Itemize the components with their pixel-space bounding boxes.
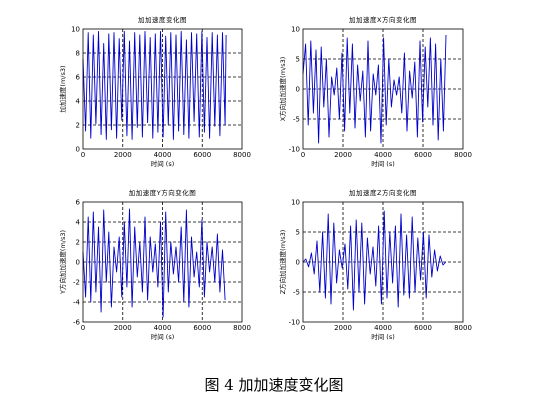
- y-tick-label: -10: [289, 319, 300, 327]
- y-axis-label: X方向加加速度(m/s3): [278, 57, 287, 122]
- figure-caption: 图 4 加加速度变化图: [204, 376, 344, 394]
- x-tick-label: 8000: [233, 151, 251, 159]
- y-tick-label: 2: [76, 122, 80, 130]
- x-tick-label: 2000: [114, 151, 132, 159]
- y-tick-label: 0: [76, 259, 80, 267]
- x-tick-label: 4000: [374, 324, 392, 332]
- x-tick-label: 6000: [193, 151, 211, 159]
- x-axis-label: 时间 (s): [151, 159, 175, 168]
- x-tick-label: 6000: [193, 324, 211, 332]
- x-axis-label: 时间 (s): [371, 332, 395, 341]
- y-tick-label: 4: [76, 219, 81, 227]
- y-tick-label: 4: [76, 98, 81, 106]
- x-tick-label: 0: [301, 324, 305, 332]
- x-tick-label: 8000: [454, 324, 472, 332]
- plot-frame: [82, 201, 243, 323]
- data-line: [302, 210, 447, 311]
- x-tick-label: 2000: [114, 324, 132, 332]
- x-tick-label: 4000: [154, 324, 172, 332]
- y-tick-label: 6: [76, 74, 81, 82]
- y-tick-label: -4: [73, 299, 81, 307]
- x-tick-label: 4000: [374, 151, 392, 159]
- x-tick-label: 0: [81, 324, 85, 332]
- y-tick-label: 10: [291, 26, 300, 34]
- y-tick-label: -10: [289, 146, 300, 154]
- y-axis-label: 加加速度(m/s3): [58, 65, 67, 112]
- chart-title: 加加速度X方向变化图: [349, 15, 417, 24]
- x-tick-label: 2000: [334, 324, 352, 332]
- x-tick-label: 6000: [414, 324, 432, 332]
- y-tick-label: 2: [76, 239, 80, 247]
- x-tick-label: 0: [301, 151, 305, 159]
- y-tick-label: 6: [76, 199, 81, 207]
- y-tick-label: 8: [76, 50, 80, 58]
- data-line: [302, 34, 447, 144]
- x-tick-label: 4000: [154, 151, 172, 159]
- y-tick-label: 10: [291, 199, 300, 207]
- x-tick-label: 8000: [454, 151, 472, 159]
- y-tick-label: 0: [76, 146, 80, 154]
- x-tick-label: 0: [81, 151, 85, 159]
- chart-3: 0 2000 4000 6000 8000 -6 -4 -2 0 2 4 6 加加速度Y方向变化图时间 …: [58, 188, 251, 341]
- y-tick-label: -2: [73, 279, 80, 287]
- chart-title: 加加速度Z方向变化图: [349, 188, 417, 197]
- y-tick-label: 5: [296, 56, 300, 64]
- y-tick-label: -5: [293, 289, 300, 297]
- x-tick-label: 8000: [233, 324, 251, 332]
- chart-title: 加加速度变化图: [138, 15, 187, 24]
- y-tick-label: 5: [296, 229, 300, 237]
- data-line: [82, 208, 226, 318]
- x-tick-label: 2000: [334, 151, 352, 159]
- y-axis-label: Y方向加加速度(m/s3): [58, 230, 67, 295]
- y-axis-label: Z方向加加速度(m/s3): [278, 230, 287, 295]
- y-tick-label: -6: [73, 319, 81, 327]
- plot-frame: [302, 201, 464, 323]
- y-tick-label: -5: [293, 116, 300, 124]
- y-tick-label: 0: [296, 86, 300, 94]
- x-axis-label: 时间 (s): [151, 332, 175, 341]
- chart-title: 加加速度Y方向变化图: [129, 188, 196, 197]
- data-line: [82, 30, 227, 140]
- plot-frame: [302, 28, 464, 150]
- x-axis-label: 时间 (s): [371, 159, 395, 168]
- y-tick-label: 0: [296, 259, 300, 267]
- x-tick-label: 6000: [414, 151, 432, 159]
- plot-frame: [82, 28, 243, 150]
- y-tick-label: 10: [71, 26, 80, 34]
